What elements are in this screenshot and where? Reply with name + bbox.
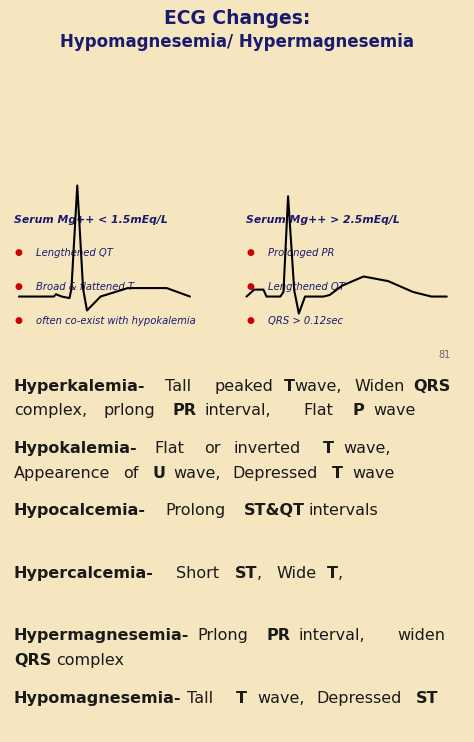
Text: Serum Mg++ < 1.5mEq/L: Serum Mg++ < 1.5mEq/L	[14, 215, 168, 225]
Text: prlong: prlong	[103, 404, 155, 418]
Text: Appearence: Appearence	[14, 466, 110, 481]
Text: Hypocalcemia-: Hypocalcemia-	[14, 503, 146, 519]
Text: wave: wave	[374, 404, 416, 418]
Text: of: of	[123, 466, 138, 481]
Text: T: T	[323, 441, 334, 456]
Text: Hypokalemia-: Hypokalemia-	[14, 441, 137, 456]
Text: Widen: Widen	[354, 378, 405, 393]
Text: T: T	[327, 566, 337, 581]
Text: wave,: wave,	[295, 378, 342, 393]
Text: Prlong: Prlong	[198, 628, 248, 643]
Text: Prolonged PR: Prolonged PR	[268, 248, 334, 258]
Text: Hyperkalemia-: Hyperkalemia-	[14, 378, 146, 393]
Text: 81: 81	[438, 350, 450, 360]
Text: complex,: complex,	[14, 404, 87, 418]
Text: Hypomagnesemia-: Hypomagnesemia-	[14, 691, 182, 706]
Text: ●: ●	[246, 282, 255, 291]
Text: ,: ,	[257, 566, 262, 581]
Text: Hypermagnesemia-: Hypermagnesemia-	[14, 628, 190, 643]
Text: Depressed: Depressed	[317, 691, 402, 706]
Text: ST: ST	[416, 691, 438, 706]
Text: Wide: Wide	[277, 566, 317, 581]
Text: often co-exist with hypokalemia: often co-exist with hypokalemia	[36, 315, 195, 326]
Text: Lengthened QT: Lengthened QT	[36, 248, 112, 258]
Text: wave,: wave,	[173, 466, 221, 481]
Text: ●: ●	[14, 315, 22, 324]
Text: Tall: Tall	[187, 691, 213, 706]
Text: wave,: wave,	[257, 691, 305, 706]
Text: T: T	[332, 466, 343, 481]
Text: ●: ●	[246, 248, 255, 257]
Text: or: or	[204, 441, 220, 456]
Text: T: T	[284, 378, 295, 393]
Text: interval,: interval,	[299, 628, 365, 643]
Text: intervals: intervals	[309, 503, 378, 519]
Text: Tall: Tall	[165, 378, 191, 393]
Text: inverted: inverted	[234, 441, 301, 456]
Text: interval,: interval,	[204, 404, 271, 418]
Text: Prolong: Prolong	[165, 503, 225, 519]
Text: wave: wave	[353, 466, 395, 481]
Text: P: P	[353, 404, 365, 418]
Text: U: U	[153, 466, 165, 481]
Text: Lengthened QT: Lengthened QT	[268, 282, 345, 292]
Text: ●: ●	[14, 248, 22, 257]
Text: QRS: QRS	[14, 653, 51, 668]
Text: ST&QT: ST&QT	[244, 503, 305, 519]
Text: wave,: wave,	[343, 441, 391, 456]
Text: peaked: peaked	[215, 378, 273, 393]
Text: ST: ST	[236, 566, 258, 581]
Text: ●: ●	[246, 315, 255, 324]
Text: Flat: Flat	[303, 404, 333, 418]
Text: ,: ,	[337, 566, 342, 581]
Text: T: T	[237, 691, 247, 706]
Text: ECG Changes:: ECG Changes:	[164, 9, 310, 28]
Text: widen: widen	[398, 628, 446, 643]
Text: Hypercalcemia-: Hypercalcemia-	[14, 566, 154, 581]
Text: ●: ●	[14, 282, 22, 291]
Text: Short: Short	[176, 566, 219, 581]
Text: Hypomagnesemia/ Hypermagnesemia: Hypomagnesemia/ Hypermagnesemia	[60, 33, 414, 51]
Text: Depressed: Depressed	[233, 466, 318, 481]
Text: Broad & flattened T: Broad & flattened T	[36, 282, 134, 292]
Text: QRS: QRS	[414, 378, 451, 393]
Text: Serum Mg++ > 2.5mEq/L: Serum Mg++ > 2.5mEq/L	[246, 215, 400, 225]
Text: complex: complex	[56, 653, 125, 668]
Text: PR: PR	[267, 628, 291, 643]
Text: PR: PR	[173, 404, 196, 418]
Text: Flat: Flat	[154, 441, 184, 456]
Text: QRS > 0.12sec: QRS > 0.12sec	[268, 315, 343, 326]
